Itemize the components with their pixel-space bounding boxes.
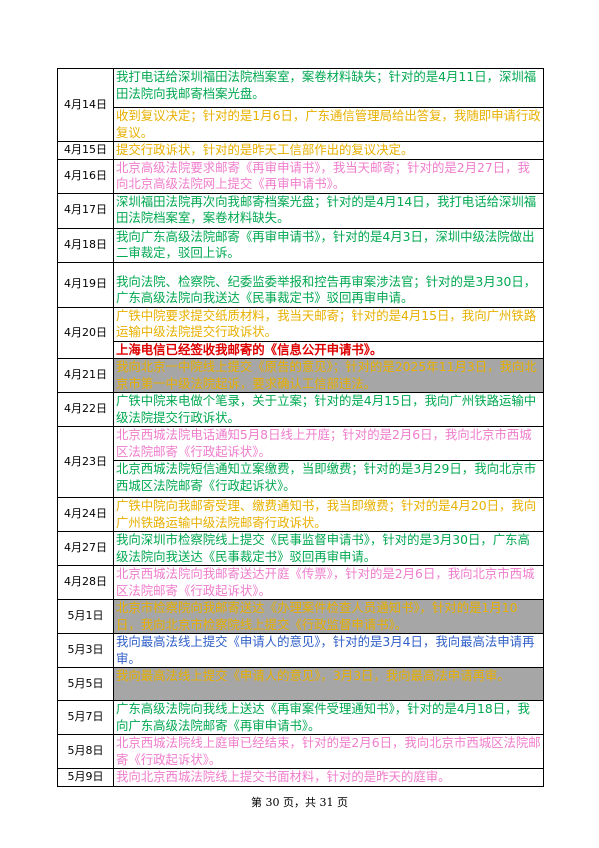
entry-cell: 上海电信已经签收我邮寄的《信息公开申请书》。 xyxy=(113,340,544,359)
entry-cell: 收到复议决定；针对的是1月6日，广东通信管理局给出答复，我随即申请行政复议。 xyxy=(113,107,544,142)
table-row: 4月17日 深圳福田法院再次向我邮寄档案光盘；针对的是4月14日，我打电话给深圳福… xyxy=(57,192,544,229)
date-cell: 4月22日 xyxy=(57,392,114,427)
table-row: 5月1日 北京市检察院向我邮寄送达《办理案件检查人员通知书》，针对的是1月10日，… xyxy=(57,599,544,634)
date-cell: 5月8日 xyxy=(57,734,114,769)
table-row: 4月27日 我向深圳市检察院线上提交《民事监督申请书》，针对的是3月30日，广东高… xyxy=(57,531,544,566)
date-cell: 4月19日 xyxy=(57,261,114,308)
table-row: 收到复议决定；针对的是1月6日，广东通信管理局给出答复，我随即申请行政复议。 xyxy=(58,107,544,142)
entry-cell: 北京西城法院电话通知5月8日线上开庭；针对的是2月6日，我向北京市西城区法院邮寄… xyxy=(113,426,544,461)
entry-cell: 我向北京西城法院线上提交书面材料，针对的是昨天的庭审。 xyxy=(113,768,544,787)
date-cell: 5月7日 xyxy=(57,700,114,735)
date-cell: 5月5日 xyxy=(57,667,114,701)
table-row: 5月3日 我向最高法线上提交《申请人的意见》，针对的是3月4日，我向最高法申请再审… xyxy=(57,633,544,668)
log-table: 4月14日 我打电话给深圳福田法院档案室，案卷材料缺失；针对的是4月11日，深圳福… xyxy=(57,68,544,787)
entry-cell: 我打电话给深圳福田法院档案室，案卷材料缺失；针对的是4月11日，深圳福田法院向我… xyxy=(113,68,544,108)
date-cell: 4月23日 xyxy=(57,426,114,498)
date-cell: 4月16日 xyxy=(57,158,114,194)
entry-cell: 北京西城法院线上庭审已经结束，针对的是2月6日，我向北京市西城区法院邮寄《行政起… xyxy=(113,734,544,769)
table-row: 5月5日 我向最高法线上提交《申请人的意见》，3月3日，我向最高法申请再审。 xyxy=(57,667,544,701)
date-cell: 4月15日 xyxy=(57,141,114,160)
entry-cell: 北京西城法院短信通知立案缴费，当即缴费；针对的是3月29日，我向北京市西城区法院… xyxy=(113,460,544,498)
table-row: 5月8日 北京西城法院线上庭审已经结束，针对的是2月6日，我向北京市西城区法院邮寄… xyxy=(57,734,544,769)
entry-cell: 北京高级法院要求邮寄《再审申请书》，我当天邮寄；针对的是2月27日，我向北京高级… xyxy=(113,158,544,194)
table-row: 4月24日 广铁中院向我邮寄受理、缴费通知书，我当即缴费；针对的是4月20日，我向… xyxy=(57,497,544,532)
entry-cell: 我向北京一中院线上提交《原告的意见》；针对的是2025年11月3日，我向北京市第… xyxy=(113,358,544,393)
entry-cell: 深圳福田法院再次向我邮寄档案光盘；针对的是4月14日，我打电话给深圳福田法院档案… xyxy=(113,192,544,229)
table-row: 4月19日 我向法院、检察院、纪委监委举报和控告再审案涉法官；针对的是3月30日，… xyxy=(57,261,544,308)
table-row: 上海电信已经签收我邮寄的《信息公开申请书》。 xyxy=(58,340,544,359)
date-cell: 4月18日 xyxy=(57,227,114,263)
entry-cell: 我向法院、检察院、纪委监委举报和控告再审案涉法官；针对的是3月30日，广东高级法… xyxy=(113,261,544,308)
entry-cell: 我向最高法线上提交《申请人的意见》，3月3日，我向最高法申请再审。 xyxy=(113,667,544,701)
date-cell: 4月17日 xyxy=(57,192,114,229)
table-row: 4月14日 我打电话给深圳福田法院档案室，案卷材料缺失；针对的是4月11日，深圳福… xyxy=(57,68,544,142)
table-row: 4月18日 我向广东高级法院邮寄《再审申请书》，针对的是4月3日，深圳中级法院做出… xyxy=(57,227,544,263)
table-row: 4月22日 广铁中院来电做个笔录，关于立案；针对的是4月15日，我向广州铁路运输中… xyxy=(57,392,544,427)
date-cell: 5月1日 xyxy=(57,599,114,634)
table-row: 4月23日 北京西城法院电话通知5月8日线上开庭；针对的是2月6日，我向北京市西城… xyxy=(57,426,544,498)
entry-cell: 我向广东高级法院邮寄《再审申请书》，针对的是4月3日，深圳中级法院做出二审裁定，… xyxy=(113,227,544,263)
entry-cell: 北京市检察院向我邮寄送达《办理案件检查人员通知书》，针对的是1月10日，我向北京… xyxy=(113,599,544,634)
table-row: 北京西城法院短信通知立案缴费，当即缴费；针对的是3月29日，我向北京市西城区法院… xyxy=(58,460,544,498)
entry-cell: 提交行政诉状，针对的是昨天工信部作出的复议决定。 xyxy=(113,141,544,160)
date-cell: 4月20日 xyxy=(57,306,114,359)
date-cell: 4月28日 xyxy=(57,565,114,600)
entry-cell: 广铁中院来电做个笔录，关于立案；针对的是4月15日，我向广州铁路运输中级法院提交… xyxy=(113,392,544,427)
date-cell: 5月3日 xyxy=(57,633,114,668)
entry-cell: 广东高级法院向我线上送达《再审案件受理通知书》，针对的是4月18日，我向广东高级… xyxy=(113,700,544,735)
entry-cell: 北京西城法院向我邮寄送达开庭《传票》，针对的是2月6日，我向北京市西城区法院邮寄… xyxy=(113,565,544,600)
date-cell: 4月27日 xyxy=(57,531,114,566)
date-cell: 4月24日 xyxy=(57,497,114,532)
table-row: 5月9日 我向北京西城法院线上提交书面材料，针对的是昨天的庭审。 xyxy=(57,768,544,787)
table-row: 4月20日 广铁中院要求提交纸质材料，我当天邮寄；针对的是4月15日，我向广州铁路… xyxy=(57,306,544,359)
entry-cell: 我向最高法线上提交《申请人的意见》，针对的是3月4日，我向最高法申请再审。 xyxy=(113,633,544,668)
table-row: 4月15日 提交行政诉状，针对的是昨天工信部作出的复议决定。 xyxy=(57,141,544,160)
entry-cell: 广铁中院要求提交纸质材料，我当天邮寄；针对的是4月15日，我向广州铁路运输中级法… xyxy=(113,306,544,342)
page-footer: 第 30 页，共 31 页 xyxy=(251,796,348,809)
table-row: 4月21日 我向北京一中院线上提交《原告的意见》；针对的是2025年11月3日，我… xyxy=(57,358,544,393)
date-cell: 4月21日 xyxy=(57,358,114,393)
table-row: 5月7日 广东高级法院向我线上送达《再审案件受理通知书》，针对的是4月18日，我向… xyxy=(57,700,544,735)
entry-cell: 我向深圳市检察院线上提交《民事监督申请书》，针对的是3月30日，广东高级法院向我… xyxy=(113,531,544,566)
date-cell: 5月9日 xyxy=(57,768,114,787)
table-row: 4月16日 北京高级法院要求邮寄《再审申请书》，我当天邮寄；针对的是2月27日，我… xyxy=(57,158,544,194)
entry-cell: 广铁中院向我邮寄受理、缴费通知书，我当即缴费；针对的是4月20日，我向广州铁路运… xyxy=(113,497,544,532)
date-cell: 4月14日 xyxy=(57,68,114,142)
table-row: 4月28日 北京西城法院向我邮寄送达开庭《传票》，针对的是2月6日，我向北京市西城… xyxy=(57,565,544,600)
